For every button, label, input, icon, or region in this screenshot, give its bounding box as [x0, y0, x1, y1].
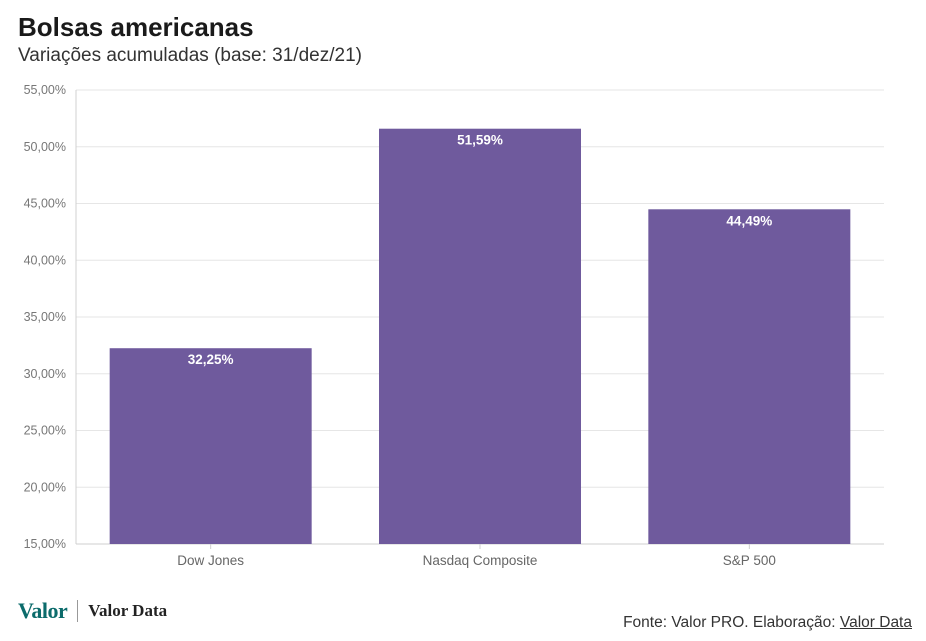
valor-logo-text: Valor [18, 598, 68, 623]
bar[interactable] [648, 209, 851, 544]
x-axis-ticks: Dow Jones Nasdaq Composite S&P 500 [177, 544, 776, 568]
chart-subtitle: Variações acumuladas (base: 31/dez/21) [18, 45, 362, 66]
bar[interactable] [109, 348, 312, 544]
y-tick-label: 50,00% [24, 140, 66, 154]
bar[interactable] [379, 128, 581, 545]
data-label: 44,49% [726, 213, 772, 228]
source-note: Fonte: Valor PRO. Elaboração: Valor Data [623, 614, 912, 632]
y-tick-label: 35,00% [24, 310, 66, 324]
chart-title: Bolsas americanas [18, 12, 254, 42]
y-tick-label: 20,00% [24, 480, 66, 494]
y-tick-label: 15,00% [24, 537, 66, 551]
y-tick-label: 25,00% [24, 424, 66, 438]
x-tick-label: S&P 500 [723, 553, 776, 568]
data-label: 32,25% [188, 352, 234, 367]
valor-logo[interactable]: Valor Valor Data [18, 598, 167, 624]
source-prefix: Fonte: Valor PRO. Elaboração: [623, 614, 840, 631]
y-tick-label: 45,00% [24, 197, 66, 211]
x-tick-label: Dow Jones [177, 553, 244, 568]
bars: 32,25% 51,59% 44,49% [109, 128, 851, 545]
y-axis-ticks: 15,00% 20,00% 25,00% 30,00% 35,00% 40,00% 45,0… [24, 83, 66, 551]
logo-divider [77, 600, 79, 622]
source-link[interactable]: Valor Data [839, 614, 912, 631]
data-label: 51,59% [457, 133, 503, 148]
x-tick-label: Nasdaq Composite [423, 553, 538, 568]
y-tick-label: 55,00% [24, 83, 66, 97]
y-tick-label: 40,00% [24, 253, 66, 267]
valor-data-logo-text: Valor Data [88, 601, 168, 620]
y-tick-label: 30,00% [24, 367, 66, 381]
